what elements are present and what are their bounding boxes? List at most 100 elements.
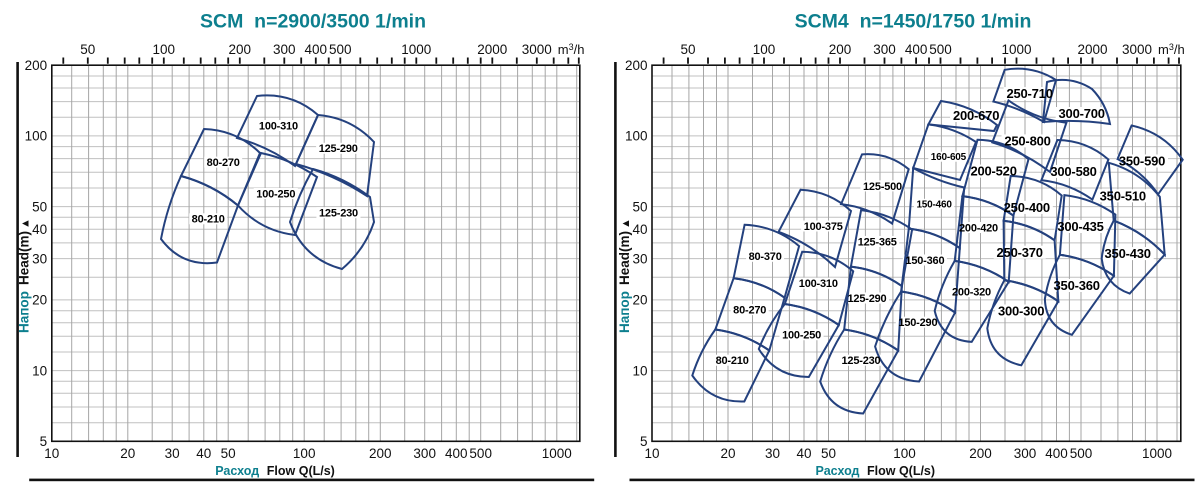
svg-text:350-430: 350-430 bbox=[1105, 246, 1151, 261]
svg-text:100-310: 100-310 bbox=[259, 120, 298, 132]
svg-text:30: 30 bbox=[632, 251, 647, 266]
svg-text:80-270: 80-270 bbox=[733, 305, 766, 317]
svg-text:1000: 1000 bbox=[401, 42, 431, 57]
svg-text:100: 100 bbox=[753, 42, 776, 57]
svg-text:30: 30 bbox=[765, 446, 780, 461]
svg-text:125-230: 125-230 bbox=[842, 355, 881, 367]
svg-text:100: 100 bbox=[293, 446, 316, 461]
svg-text:300: 300 bbox=[873, 42, 896, 57]
svg-text:100-375: 100-375 bbox=[804, 221, 843, 233]
svg-text:250-370: 250-370 bbox=[997, 245, 1043, 260]
svg-text:200-420: 200-420 bbox=[959, 222, 998, 234]
svg-text:300-580: 300-580 bbox=[1050, 164, 1096, 179]
svg-text:m3/h: m3/h bbox=[1158, 42, 1185, 57]
svg-text:50: 50 bbox=[821, 446, 836, 461]
svg-text:40: 40 bbox=[32, 222, 47, 237]
svg-text:50: 50 bbox=[32, 199, 47, 214]
svg-text:125-290: 125-290 bbox=[319, 143, 358, 155]
svg-text:▲: ▲ bbox=[620, 218, 632, 229]
svg-text:400: 400 bbox=[905, 42, 928, 57]
svg-text:5: 5 bbox=[640, 434, 648, 449]
svg-text:SCM4 n=1450/1750 1/min: SCM4 n=1450/1750 1/min bbox=[795, 10, 1032, 32]
svg-text:80-210: 80-210 bbox=[716, 355, 749, 367]
svg-text:300-700: 300-700 bbox=[1059, 106, 1105, 121]
svg-text:200-320: 200-320 bbox=[952, 287, 991, 299]
svg-text:400: 400 bbox=[305, 42, 328, 57]
svg-text:2000: 2000 bbox=[1077, 42, 1107, 57]
svg-text:125-500: 125-500 bbox=[863, 181, 902, 193]
svg-text:3000: 3000 bbox=[522, 42, 552, 57]
svg-text:200-520: 200-520 bbox=[970, 164, 1016, 179]
svg-text:m3/h: m3/h bbox=[558, 42, 585, 57]
svg-text:100: 100 bbox=[25, 129, 48, 144]
svg-text:250-800: 250-800 bbox=[1004, 134, 1050, 149]
svg-text:Расход: Расход bbox=[215, 464, 259, 478]
svg-text:125-230: 125-230 bbox=[319, 208, 358, 220]
svg-text:Head(m): Head(m) bbox=[17, 231, 32, 285]
svg-text:20: 20 bbox=[720, 446, 735, 461]
svg-text:Расход: Расход bbox=[816, 464, 860, 478]
svg-text:10: 10 bbox=[644, 446, 659, 461]
svg-text:250-400: 250-400 bbox=[1004, 200, 1050, 215]
svg-text:400: 400 bbox=[445, 446, 468, 461]
svg-text:10: 10 bbox=[32, 363, 47, 378]
svg-text:50: 50 bbox=[632, 199, 647, 214]
svg-text:200: 200 bbox=[369, 446, 392, 461]
svg-text:1000: 1000 bbox=[1001, 42, 1031, 57]
svg-text:350-590: 350-590 bbox=[1119, 154, 1165, 169]
svg-text:350-360: 350-360 bbox=[1054, 278, 1100, 293]
svg-text:300: 300 bbox=[273, 42, 296, 57]
svg-text:▲: ▲ bbox=[20, 218, 32, 229]
svg-text:5: 5 bbox=[40, 434, 48, 449]
svg-text:200: 200 bbox=[829, 42, 852, 57]
svg-text:200: 200 bbox=[25, 58, 48, 73]
svg-text:80-370: 80-370 bbox=[749, 251, 782, 263]
svg-text:50: 50 bbox=[80, 42, 95, 57]
svg-text:500: 500 bbox=[1070, 446, 1093, 461]
svg-text:200-670: 200-670 bbox=[953, 108, 999, 123]
svg-text:Напор: Напор bbox=[17, 291, 32, 333]
svg-text:200: 200 bbox=[229, 42, 252, 57]
svg-text:125-290: 125-290 bbox=[848, 293, 887, 305]
svg-text:30: 30 bbox=[32, 251, 47, 266]
svg-text:Напор: Напор bbox=[617, 291, 632, 333]
svg-text:10: 10 bbox=[44, 446, 59, 461]
svg-text:50: 50 bbox=[221, 446, 236, 461]
svg-text:200: 200 bbox=[969, 446, 992, 461]
svg-text:Flow Q(L/s): Flow Q(L/s) bbox=[867, 464, 935, 478]
svg-text:3000: 3000 bbox=[1122, 42, 1152, 57]
svg-text:100: 100 bbox=[893, 446, 916, 461]
svg-text:300-435: 300-435 bbox=[1057, 219, 1103, 234]
svg-text:400: 400 bbox=[1045, 446, 1068, 461]
svg-text:300: 300 bbox=[1014, 446, 1037, 461]
svg-text:100: 100 bbox=[625, 129, 648, 144]
svg-text:20: 20 bbox=[32, 293, 47, 308]
svg-text:500: 500 bbox=[469, 446, 492, 461]
svg-text:100-310: 100-310 bbox=[799, 278, 838, 290]
svg-text:300-300: 300-300 bbox=[998, 304, 1044, 319]
svg-text:30: 30 bbox=[165, 446, 180, 461]
svg-text:150-290: 150-290 bbox=[898, 317, 937, 329]
svg-text:250-710: 250-710 bbox=[1006, 86, 1052, 101]
svg-text:160-605: 160-605 bbox=[931, 152, 967, 163]
svg-text:150-360: 150-360 bbox=[905, 255, 944, 267]
svg-text:500: 500 bbox=[929, 42, 952, 57]
svg-text:10: 10 bbox=[632, 363, 647, 378]
svg-text:350-510: 350-510 bbox=[1100, 188, 1146, 203]
svg-text:80-270: 80-270 bbox=[207, 157, 240, 169]
svg-text:2000: 2000 bbox=[477, 42, 507, 57]
svg-text:50: 50 bbox=[680, 42, 695, 57]
svg-text:40: 40 bbox=[796, 446, 811, 461]
svg-text:20: 20 bbox=[120, 446, 135, 461]
svg-text:100-250: 100-250 bbox=[256, 188, 295, 200]
svg-text:1000: 1000 bbox=[1142, 446, 1172, 461]
svg-text:125-365: 125-365 bbox=[858, 236, 897, 248]
svg-text:100-250: 100-250 bbox=[782, 330, 821, 342]
svg-text:80-210: 80-210 bbox=[192, 214, 225, 226]
svg-text:150-460: 150-460 bbox=[916, 199, 952, 210]
svg-text:SCM n=2900/3500 1/min: SCM n=2900/3500 1/min bbox=[200, 10, 426, 32]
svg-text:Head(m): Head(m) bbox=[617, 231, 632, 285]
svg-text:40: 40 bbox=[196, 446, 211, 461]
svg-text:300: 300 bbox=[413, 446, 436, 461]
svg-text:500: 500 bbox=[329, 42, 352, 57]
